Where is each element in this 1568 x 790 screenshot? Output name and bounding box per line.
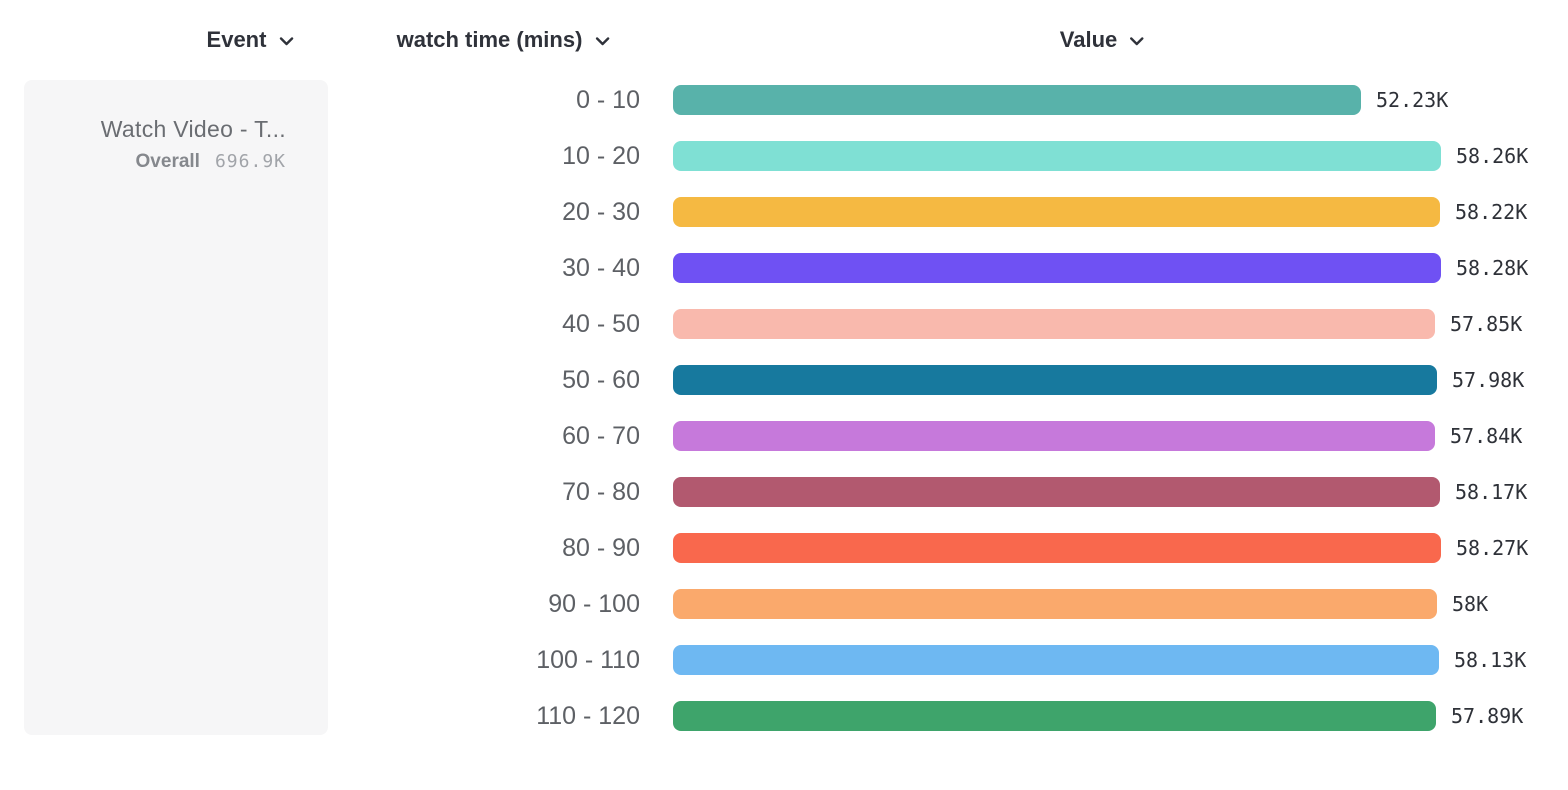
chart-row: 0 - 10 52.23K xyxy=(0,72,1568,128)
overall-value: 696.9K xyxy=(214,151,286,172)
bar-chart: 0 - 10 52.23K 10 - 20 58.26K 20 - 30 58.… xyxy=(0,72,1568,744)
category-label: 20 - 30 xyxy=(562,198,640,226)
category-label: 60 - 70 xyxy=(562,422,640,450)
value-label: 57.84K xyxy=(1450,424,1523,448)
bar[interactable] xyxy=(673,589,1437,619)
chart-row: 50 - 60 57.98K xyxy=(0,352,1568,408)
chart-row: 10 - 20 58.26K xyxy=(0,128,1568,184)
bar[interactable] xyxy=(673,309,1435,339)
value-label: 52.23K xyxy=(1376,88,1449,112)
breakdown-column-header[interactable]: watch time (mins) xyxy=(397,27,610,53)
bar[interactable] xyxy=(673,477,1440,507)
event-overall-row: Overall 696.9K xyxy=(24,151,286,173)
value-column-header[interactable]: Value xyxy=(1060,27,1144,53)
value-label: 57.85K xyxy=(1450,312,1523,336)
bar[interactable] xyxy=(673,85,1361,115)
category-label: 100 - 110 xyxy=(536,646,640,674)
bar[interactable] xyxy=(673,253,1441,283)
chart-row: 70 - 80 58.17K xyxy=(0,464,1568,520)
category-label: 0 - 10 xyxy=(576,86,640,114)
category-label: 90 - 100 xyxy=(548,590,640,618)
value-label: 57.89K xyxy=(1451,704,1524,728)
value-label: 58.26K xyxy=(1456,144,1529,168)
chart-row: 80 - 90 58.27K xyxy=(0,520,1568,576)
category-label: 40 - 50 xyxy=(562,310,640,338)
value-label: 58.17K xyxy=(1455,480,1528,504)
chevron-down-icon xyxy=(1130,34,1144,46)
bar[interactable] xyxy=(673,421,1435,451)
value-label: 58.22K xyxy=(1455,200,1528,224)
bar[interactable] xyxy=(673,701,1436,731)
category-label: 110 - 120 xyxy=(536,702,640,730)
bar[interactable] xyxy=(673,197,1440,227)
value-label: 58K xyxy=(1452,592,1489,616)
event-column-label: Event xyxy=(206,27,267,52)
category-label: 50 - 60 xyxy=(562,366,640,394)
chart-row: 20 - 30 58.22K xyxy=(0,184,1568,240)
event-name: Watch Video - T... xyxy=(100,116,286,142)
bar[interactable] xyxy=(673,645,1439,675)
event-column-header[interactable]: Event xyxy=(207,27,294,53)
value-label: 58.28K xyxy=(1456,256,1529,280)
value-label: 58.27K xyxy=(1456,536,1529,560)
event-card[interactable]: Watch Video - T... Overall 696.9K xyxy=(24,80,328,735)
chart-row: 110 - 120 57.89K xyxy=(0,688,1568,744)
value-label: 57.98K xyxy=(1452,368,1525,392)
overall-label: Overall xyxy=(135,151,200,172)
bar[interactable] xyxy=(673,365,1437,395)
chevron-down-icon xyxy=(595,34,610,46)
chart-row: 30 - 40 58.28K xyxy=(0,240,1568,296)
bar[interactable] xyxy=(673,533,1441,563)
category-label: 10 - 20 xyxy=(562,142,640,170)
chart-row: 100 - 110 58.13K xyxy=(0,632,1568,688)
bar[interactable] xyxy=(673,141,1441,171)
chart-row: 60 - 70 57.84K xyxy=(0,408,1568,464)
value-label: 58.13K xyxy=(1454,648,1527,672)
chart-row: 90 - 100 58K xyxy=(0,576,1568,632)
category-label: 70 - 80 xyxy=(562,478,640,506)
category-label: 80 - 90 xyxy=(562,534,640,562)
breakdown-column-label: watch time (mins) xyxy=(396,27,583,52)
value-column-label: Value xyxy=(1059,27,1118,52)
chevron-down-icon xyxy=(279,34,294,46)
category-label: 30 - 40 xyxy=(562,254,640,282)
chart-row: 40 - 50 57.85K xyxy=(0,296,1568,352)
